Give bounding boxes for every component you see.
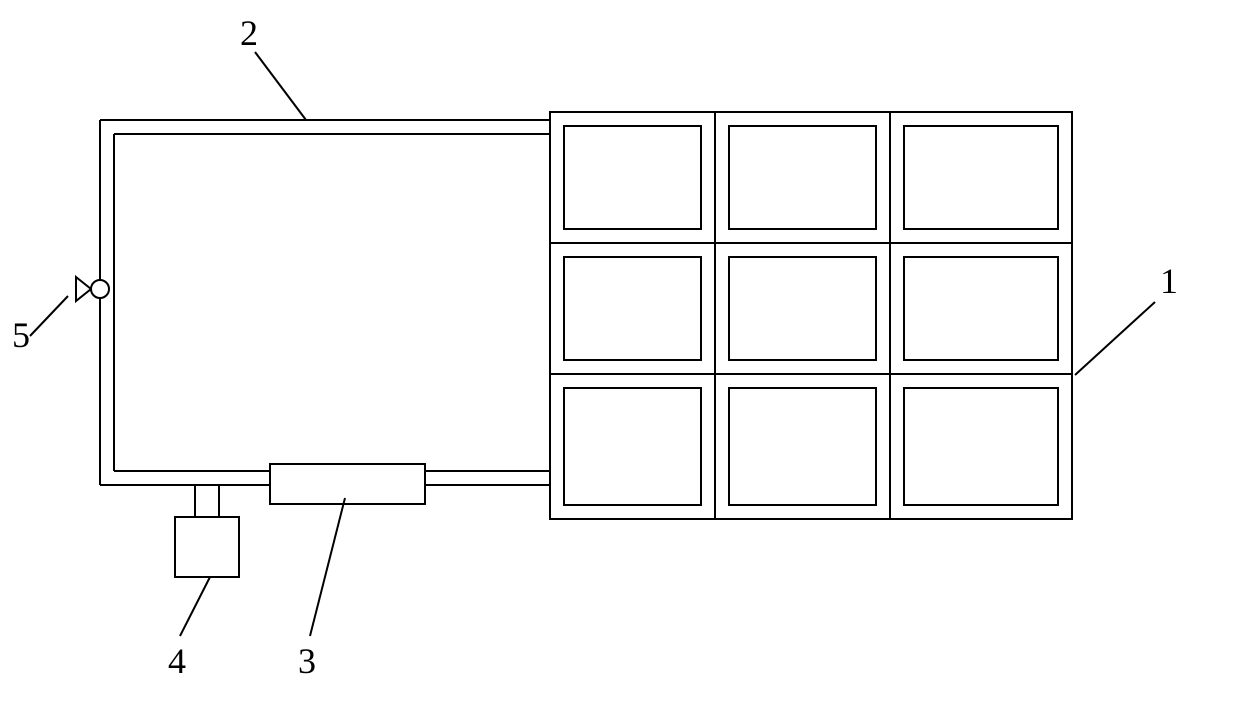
label-1: 1 xyxy=(1160,260,1178,302)
label-4: 4 xyxy=(168,640,186,682)
label-5: 5 xyxy=(12,314,30,356)
diagram-canvas xyxy=(0,0,1240,723)
label-2: 2 xyxy=(240,12,258,54)
label-3: 3 xyxy=(298,640,316,682)
